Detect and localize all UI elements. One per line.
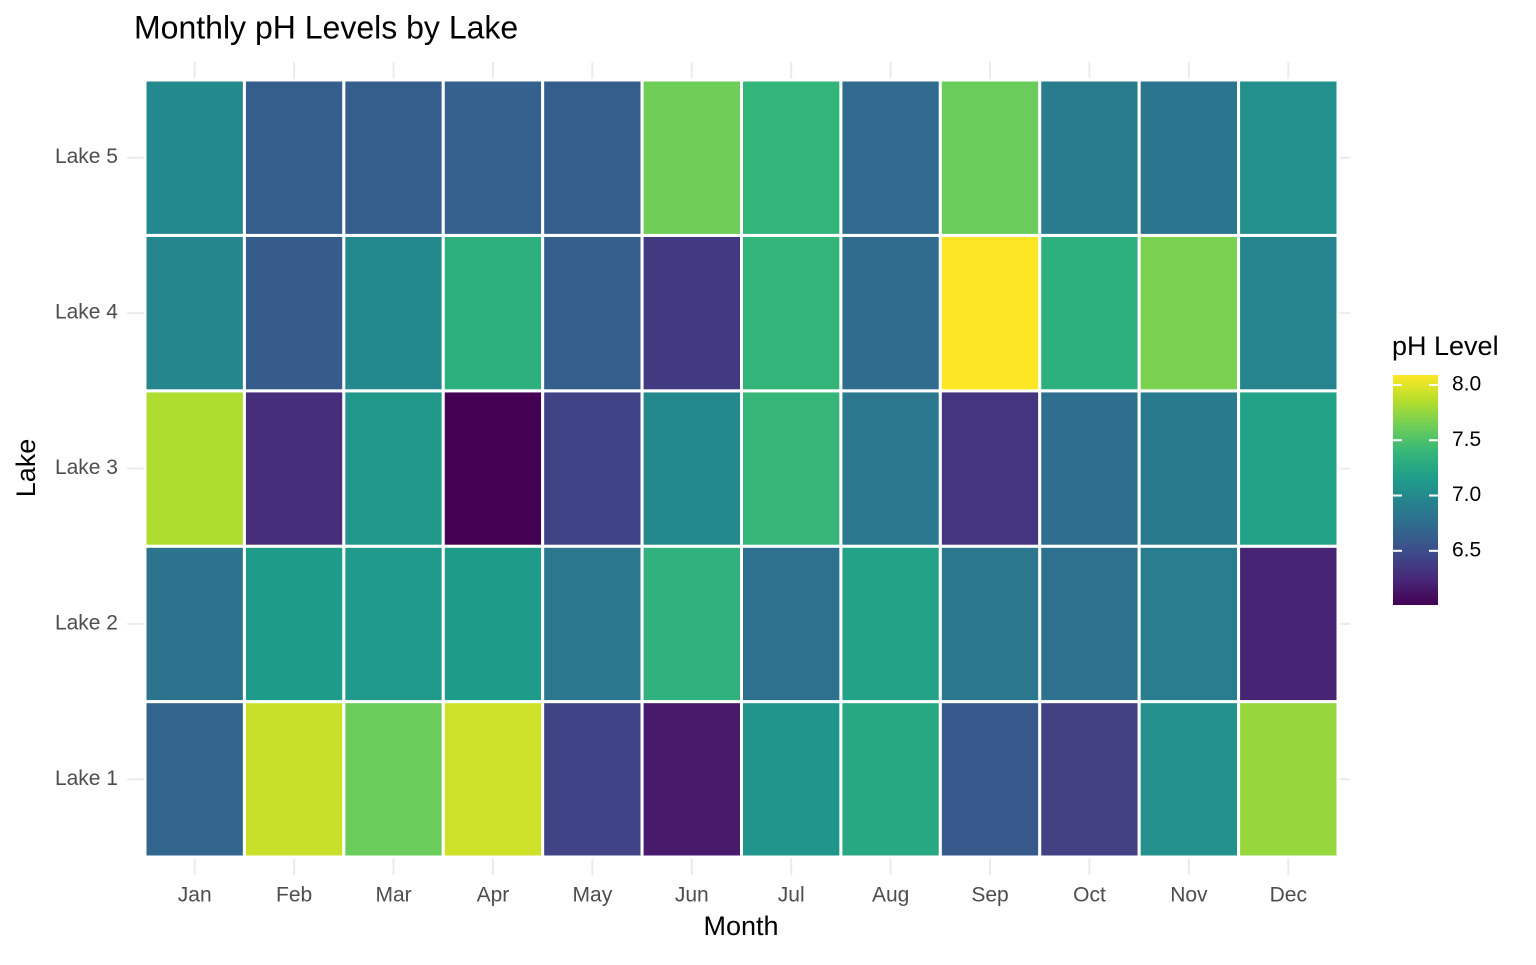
x-tick-label: Jun <box>675 884 709 907</box>
heat-cell <box>342 233 445 393</box>
heat-cell <box>839 700 942 859</box>
x-tick-label: Aug <box>872 884 909 907</box>
heat-cell <box>1038 700 1141 859</box>
x-axis-title: Month <box>703 911 778 941</box>
colorbar-tick-label: 6.5 <box>1452 538 1481 561</box>
heat-cell <box>143 78 246 237</box>
heat-cell <box>740 389 843 548</box>
heat-cell <box>342 544 445 704</box>
x-tick-label: Dec <box>1270 884 1307 907</box>
heat-cell <box>1137 700 1241 859</box>
colorbar-tick-label: 7.0 <box>1452 483 1481 506</box>
heat-cell <box>143 389 246 548</box>
heat-cell <box>938 389 1042 548</box>
heat-cell <box>143 544 246 704</box>
y-tick-label: Lake 1 <box>55 767 118 790</box>
heat-cell <box>938 700 1042 859</box>
heat-cell <box>640 233 743 393</box>
heat-cell <box>640 78 743 237</box>
heat-cell <box>839 389 942 548</box>
heat-cell <box>740 700 843 859</box>
heat-cell <box>640 389 743 548</box>
heat-cell <box>740 544 843 704</box>
heat-cell <box>541 700 644 859</box>
heat-cell <box>441 389 545 548</box>
heat-cell <box>640 700 743 859</box>
heat-cell <box>1137 78 1241 237</box>
heat-cell <box>1237 233 1340 393</box>
heat-cell <box>1237 389 1340 548</box>
legend-title: pH Level <box>1392 331 1499 361</box>
x-tick-label: Apr <box>477 884 510 907</box>
heat-cell <box>839 78 942 237</box>
colorbar <box>1393 375 1438 605</box>
x-tick-label: Feb <box>276 884 312 907</box>
heat-cell <box>143 700 246 859</box>
heat-cell <box>640 544 743 704</box>
heat-cell <box>541 233 644 393</box>
heat-cell <box>938 78 1042 237</box>
heat-cell <box>441 700 545 859</box>
heat-cell <box>342 78 445 237</box>
y-tick-label: Lake 2 <box>55 611 118 634</box>
colorbar-tick-label: 7.5 <box>1452 428 1481 451</box>
x-tick-label: Mar <box>375 884 411 907</box>
heat-cell <box>1137 389 1241 548</box>
heat-cell <box>342 389 445 548</box>
heat-cell <box>541 78 644 237</box>
x-tick-label: Sep <box>971 884 1008 907</box>
x-tick-label: May <box>573 884 613 907</box>
heat-cell <box>342 700 445 859</box>
heat-cell <box>242 78 346 237</box>
heat-cell <box>839 544 942 704</box>
heat-cell <box>1237 700 1340 859</box>
x-tick-label: Jul <box>778 884 805 907</box>
heat-cell <box>1237 78 1340 237</box>
heat-cell <box>541 389 644 548</box>
heat-cell <box>242 700 346 859</box>
heat-cell <box>938 544 1042 704</box>
heat-cell <box>242 544 346 704</box>
heat-cell <box>1038 544 1141 704</box>
heat-cell <box>441 544 545 704</box>
y-tick-label: Lake 5 <box>55 145 118 168</box>
heat-cell <box>1137 233 1241 393</box>
colorbar-tick-label: 8.0 <box>1452 372 1481 395</box>
y-tick-label: Lake 4 <box>55 301 118 324</box>
heat-cell <box>1038 233 1141 393</box>
heat-cell <box>441 78 545 237</box>
x-tick-label: Nov <box>1170 884 1208 907</box>
heat-cell <box>541 544 644 704</box>
heat-cell <box>441 233 545 393</box>
heat-cell <box>1038 389 1141 548</box>
y-axis-title: Lake <box>11 439 41 498</box>
y-tick-label: Lake 3 <box>55 456 118 479</box>
x-tick-label: Oct <box>1073 884 1106 907</box>
heat-cell <box>740 78 843 237</box>
heat-cell <box>1038 78 1141 237</box>
heat-cell <box>1137 544 1241 704</box>
heat-cell <box>839 233 942 393</box>
heat-cell <box>1237 544 1340 704</box>
x-tick-label: Jan <box>178 884 212 907</box>
heat-cell <box>242 389 346 548</box>
heat-cell <box>938 233 1042 393</box>
heat-cell <box>740 233 843 393</box>
heat-cell <box>143 233 246 393</box>
heat-cell <box>242 233 346 393</box>
chart-title: Monthly pH Levels by Lake <box>134 9 518 45</box>
